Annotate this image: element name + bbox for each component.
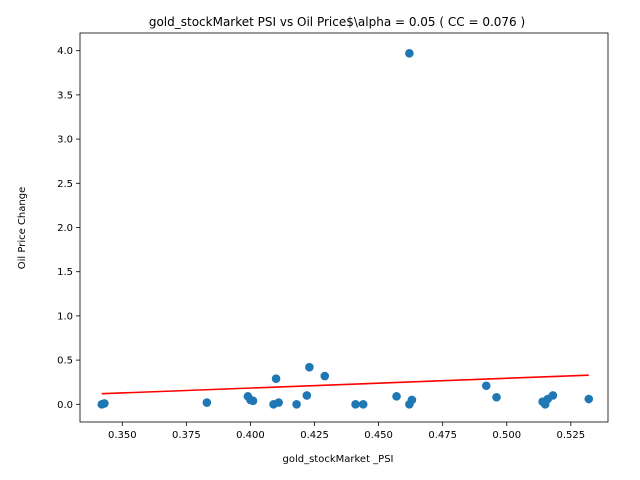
data-point (274, 398, 283, 407)
data-point (392, 392, 401, 401)
data-point (320, 371, 330, 381)
data-point (248, 396, 258, 406)
data-point (271, 374, 281, 383)
data-point (100, 399, 109, 408)
regression-line (101, 374, 589, 395)
y-tick-label: 1.5 (57, 267, 73, 278)
data-point (548, 391, 558, 400)
data-point (584, 394, 594, 404)
x-axis: 0.350 0.375 0.400 0.425 0.450 0.475 0.500 0.525 (108, 422, 585, 441)
y-tick-label: 4.0 (57, 46, 73, 57)
data-point (405, 49, 414, 58)
data-point (202, 398, 212, 407)
x-axis-title: gold_stockMarket _PSI (282, 454, 393, 465)
x-tick-label: 0.350 (108, 430, 137, 441)
x-tick-label: 0.400 (236, 430, 265, 441)
y-tick-label: 3.5 (57, 90, 73, 101)
y-axis-title: Oil Price Change (17, 187, 28, 269)
y-tick-label: 1.0 (57, 311, 73, 322)
y-tick-label: 3.0 (57, 135, 73, 146)
y-tick-label: 2.5 (57, 179, 73, 190)
data-point (302, 391, 312, 400)
x-tick-label: 0.375 (172, 430, 201, 441)
data-point (358, 400, 368, 409)
y-tick-label: 0.5 (57, 356, 73, 367)
fit-line-group (101, 374, 589, 395)
x-tick-label: 0.500 (492, 430, 521, 441)
data-point (351, 400, 360, 409)
data-points (97, 49, 594, 409)
data-point (481, 381, 491, 391)
data-point (407, 395, 417, 405)
y-tick-label: 2.0 (57, 223, 73, 234)
data-point (292, 400, 301, 409)
x-tick-label: 0.450 (364, 430, 393, 441)
x-tick-label: 0.475 (428, 430, 457, 441)
y-axis: 0.0 0.5 1.0 1.5 2.0 2.5 3.0 3.5 4.0 (57, 46, 80, 411)
x-tick-label: 0.525 (557, 430, 586, 441)
x-tick-label: 0.425 (300, 430, 329, 441)
data-point (492, 392, 501, 402)
y-tick-label: 0.0 (57, 400, 73, 411)
chart-title: gold_stockMarket PSI vs Oil Price$\alpha… (149, 15, 525, 29)
data-point (305, 362, 314, 372)
